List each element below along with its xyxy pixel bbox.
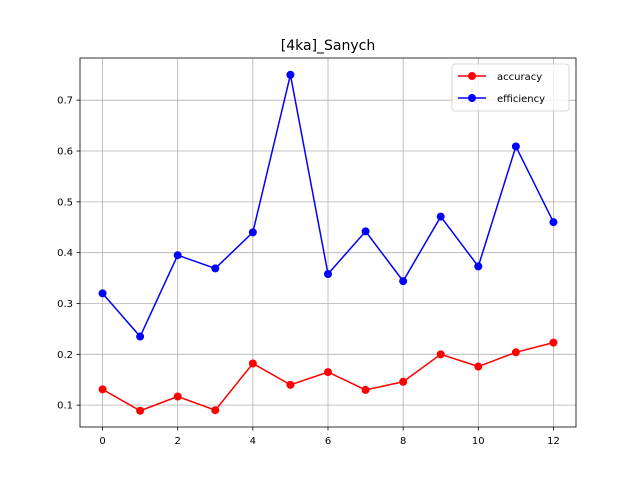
efficiency-point	[474, 262, 483, 271]
efficiency-point	[211, 264, 220, 273]
x-tick-label: 10	[472, 436, 485, 447]
accuracy-point	[173, 392, 182, 401]
y-tick-label: 0.3	[57, 299, 73, 310]
efficiency-point	[399, 277, 408, 286]
chart-title: [4ka]_Sanych	[281, 38, 375, 54]
x-tick-label: 8	[400, 436, 406, 447]
legend-marker-accuracy	[468, 72, 476, 80]
accuracy-point	[248, 359, 257, 368]
y-tick-label: 0.4	[57, 248, 73, 259]
y-tick-label: 0.2	[57, 350, 73, 361]
accuracy-point	[136, 406, 145, 415]
accuracy-point	[399, 377, 408, 386]
y-tick-label: 0.1	[57, 401, 73, 412]
efficiency-point	[436, 212, 445, 221]
accuracy-point	[549, 338, 558, 347]
y-tick-label: 0.6	[57, 147, 73, 158]
legend-marker-efficiency	[468, 94, 476, 102]
efficiency-point	[511, 142, 520, 151]
accuracy-point	[98, 385, 107, 394]
x-tick-label: 4	[250, 436, 256, 447]
accuracy-point	[211, 406, 220, 415]
series-accuracy	[98, 338, 558, 415]
y-tick-label: 0.5	[57, 197, 73, 208]
y-axis: 0.1 0.2 0.3 0.4 0.5 0.6 0.7	[57, 96, 80, 412]
legend: accuracy efficiency	[451, 63, 570, 112]
accuracy-point	[436, 350, 445, 359]
accuracy-point	[286, 380, 295, 389]
efficiency-point	[324, 270, 332, 279]
accuracy-point	[474, 362, 483, 371]
legend-label-accuracy: accuracy	[497, 72, 542, 83]
x-tick-label: 2	[175, 436, 181, 447]
series-efficiency	[98, 70, 558, 341]
efficiency-point	[248, 228, 257, 237]
efficiency-point	[136, 332, 145, 341]
y-tick-label: 0.7	[57, 96, 73, 107]
accuracy-point	[511, 348, 520, 357]
efficiency-point	[549, 218, 558, 227]
efficiency-point	[361, 227, 370, 236]
x-axis: 0 2 4 6 8 10 12	[99, 427, 560, 447]
x-tick-label: 0	[99, 436, 105, 447]
accuracy-point	[324, 368, 332, 377]
efficiency-point	[173, 251, 182, 260]
series-layer	[98, 70, 558, 415]
legend-label-efficiency: efficiency	[497, 94, 545, 105]
x-tick-label: 12	[547, 436, 560, 447]
efficiency-point	[286, 70, 295, 79]
grid-lines	[80, 58, 576, 427]
x-tick-label: 6	[325, 436, 331, 447]
accuracy-point	[361, 385, 370, 394]
efficiency-point	[98, 289, 107, 298]
